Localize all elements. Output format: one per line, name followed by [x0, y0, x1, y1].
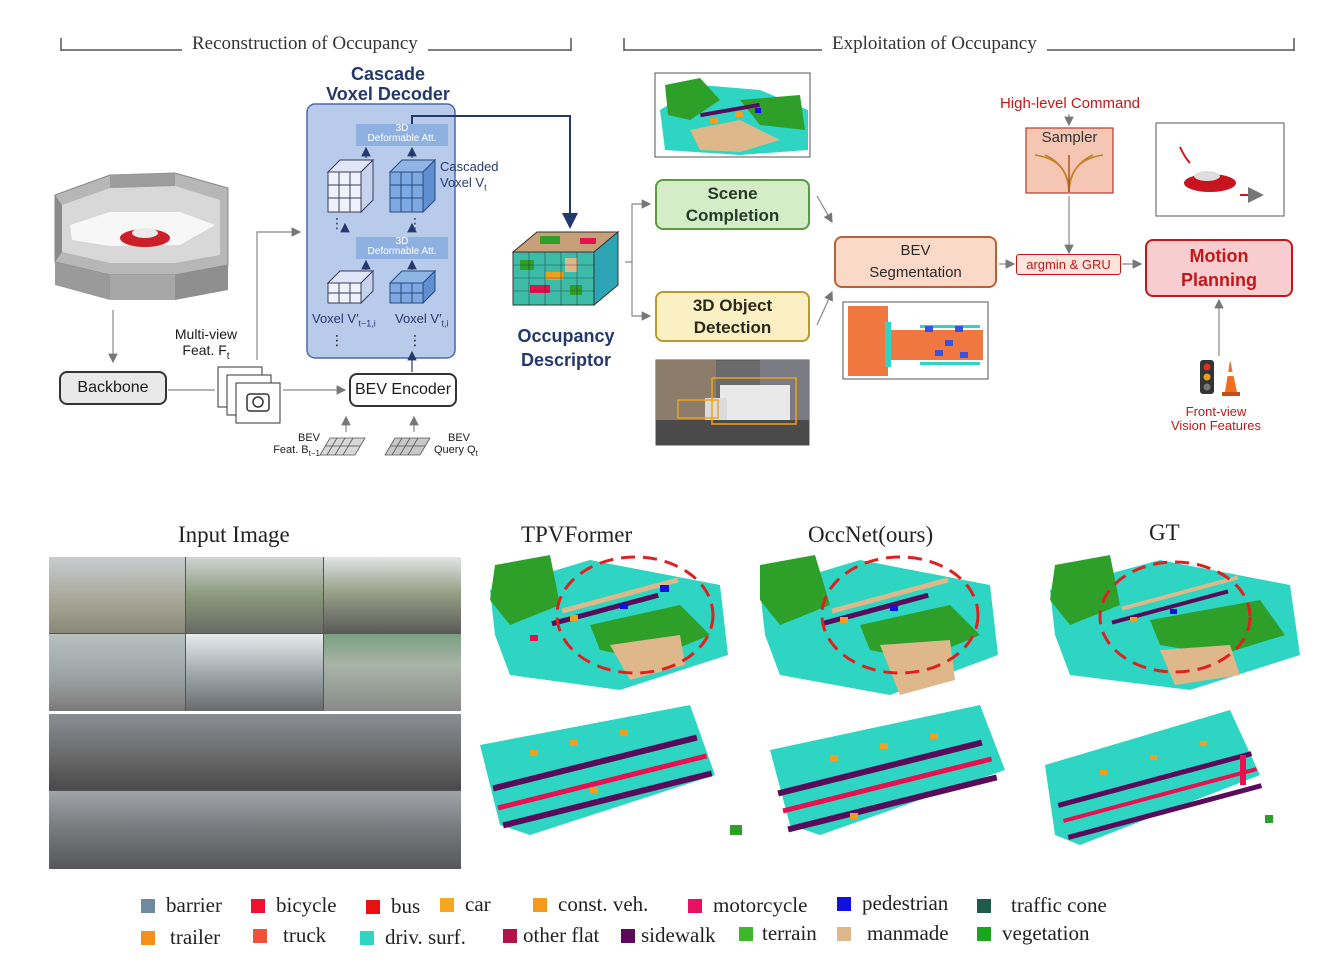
- occnet-title: OccNet(ours): [808, 522, 934, 547]
- traffic-light-icon: [1200, 360, 1214, 394]
- legend-swatch: [739, 926, 753, 941]
- occnet-bottom: [770, 705, 1005, 835]
- legend-item-traffic-cone: traffic cone: [977, 893, 1107, 918]
- pipeline-diagram: ⋮ ⋮ ⋮ ⋮: [54, 38, 1295, 456]
- gt-title: GT: [1149, 520, 1180, 545]
- occnet-top: [760, 555, 998, 695]
- voxel-cube-c: [326, 269, 375, 305]
- voxel-cube-a: [326, 158, 375, 214]
- legend-swatch: [360, 930, 374, 945]
- tpvformer-top: [490, 555, 728, 690]
- voxel-cube-b: [388, 158, 437, 214]
- scene-thumbnail: [654, 72, 811, 158]
- camera-icon: [246, 393, 270, 412]
- svg-text:⋮: ⋮: [330, 332, 344, 348]
- occupancy-cube: [511, 230, 620, 307]
- tpvformer-title: TPVFormer: [521, 522, 633, 547]
- legend-swatch: [366, 899, 380, 914]
- decoder-title: Cascade Voxel Decoder: [326, 64, 450, 104]
- sampler-label: Sampler: [1041, 129, 1098, 146]
- legend-item-car: car: [440, 892, 491, 917]
- svg-text:⋮: ⋮: [330, 215, 344, 231]
- legend-swatch: [141, 930, 155, 945]
- legend-swatch: [837, 926, 851, 941]
- legend-item-trailer: trailer: [141, 925, 220, 950]
- legend-swatch: [503, 928, 517, 943]
- legend-item-sidewalk: sidewalk: [621, 923, 716, 948]
- camera-stack: [217, 366, 281, 424]
- object-detection-box: 3D Object Detection: [655, 291, 810, 342]
- high-level-command-label: High-level Command: [999, 95, 1141, 112]
- legend-item-pedestrian: pedestrian: [837, 891, 948, 916]
- voxel-cube-d: [388, 269, 437, 305]
- legend-swatch: [621, 928, 635, 943]
- legend-swatch: [688, 898, 702, 913]
- scene-completion-box: Scene Completion: [655, 179, 810, 230]
- planning-thumbnail: [1155, 122, 1285, 217]
- legend-swatch: [977, 926, 991, 941]
- tpvformer-bottom: [480, 705, 742, 835]
- bev-encoder-box: BEV Encoder: [349, 373, 457, 407]
- legend-swatch: [533, 897, 547, 912]
- bev-query-plane: [384, 437, 431, 456]
- deformable-att-mid: [356, 237, 448, 259]
- legend-item-barrier: barrier: [141, 893, 222, 918]
- gt-top: [1050, 555, 1300, 690]
- input-image-grid-bottom: [49, 714, 461, 869]
- legend-item-bus: bus: [366, 894, 420, 919]
- legend-item-other-flat: other flat: [503, 923, 599, 948]
- bev-feat-label: BEV Feat. Bt−1: [273, 432, 320, 459]
- sampler-curves: [1034, 154, 1104, 193]
- legend-swatch: [253, 928, 267, 943]
- bev-feat-plane: [319, 437, 366, 456]
- legend-item-terrain: terrain: [739, 921, 817, 946]
- input-image-grid-top: [49, 557, 461, 711]
- legend-item-truck: truck: [253, 923, 326, 948]
- svg-text:⋮: ⋮: [408, 215, 422, 231]
- bev-query-label: BEV Query Qt: [434, 432, 478, 459]
- legend-item-motorcycle: motorcycle: [688, 893, 807, 918]
- bev-seg-thumbnail: [842, 301, 989, 380]
- voxel-cur-label: Voxel V′t,i: [395, 311, 449, 329]
- legend-item-vegetation: vegetation: [977, 921, 1089, 946]
- cascaded-voxel-label: Cascaded Voxel Vt: [440, 159, 499, 193]
- traffic-cone-icon: [1222, 360, 1240, 396]
- deformable-att-label-top: 3D Deformable Att.: [367, 123, 437, 144]
- occupancy-results: [480, 555, 1300, 845]
- legend-item-manmade: manmade: [837, 921, 949, 946]
- legend-swatch: [141, 898, 155, 913]
- legend-item-const-veh: const. veh.: [533, 892, 648, 917]
- surround-view-ring: [54, 172, 229, 300]
- input-image-title: Input Image: [178, 522, 290, 547]
- deformable-att-top: [356, 124, 448, 146]
- deformable-att-label-mid: 3D Deformable Att.: [367, 236, 437, 257]
- legend-swatch: [977, 898, 991, 913]
- motion-planning-box: Motion Planning: [1145, 239, 1293, 297]
- legend-swatch: [251, 898, 265, 913]
- front-view-label: Front-view Vision Features: [1170, 404, 1262, 433]
- legend-item-bicycle: bicycle: [251, 893, 337, 918]
- legend-item-driv-surf: driv. surf.: [360, 925, 466, 950]
- multiview-label: Multi-view Feat. Ft: [174, 326, 238, 362]
- gt-bottom: [1045, 710, 1273, 845]
- voxel-prev-label: Voxel V′t−1,i: [312, 311, 376, 329]
- reconstruction-title: Reconstruction of Occupancy: [182, 33, 428, 55]
- bev-segmentation-box: BEV Segmentation: [834, 236, 997, 288]
- detection-photo: [655, 359, 810, 446]
- exploitation-title: Exploitation of Occupancy: [822, 33, 1047, 55]
- backbone-box: Backbone: [59, 371, 167, 405]
- legend-swatch: [440, 897, 454, 912]
- svg-text:⋮: ⋮: [408, 332, 422, 348]
- argmin-gru-box: argmin & GRU: [1016, 254, 1121, 275]
- occupancy-descriptor-label: Occupancy Descriptor: [517, 326, 615, 370]
- legend-swatch: [837, 896, 851, 911]
